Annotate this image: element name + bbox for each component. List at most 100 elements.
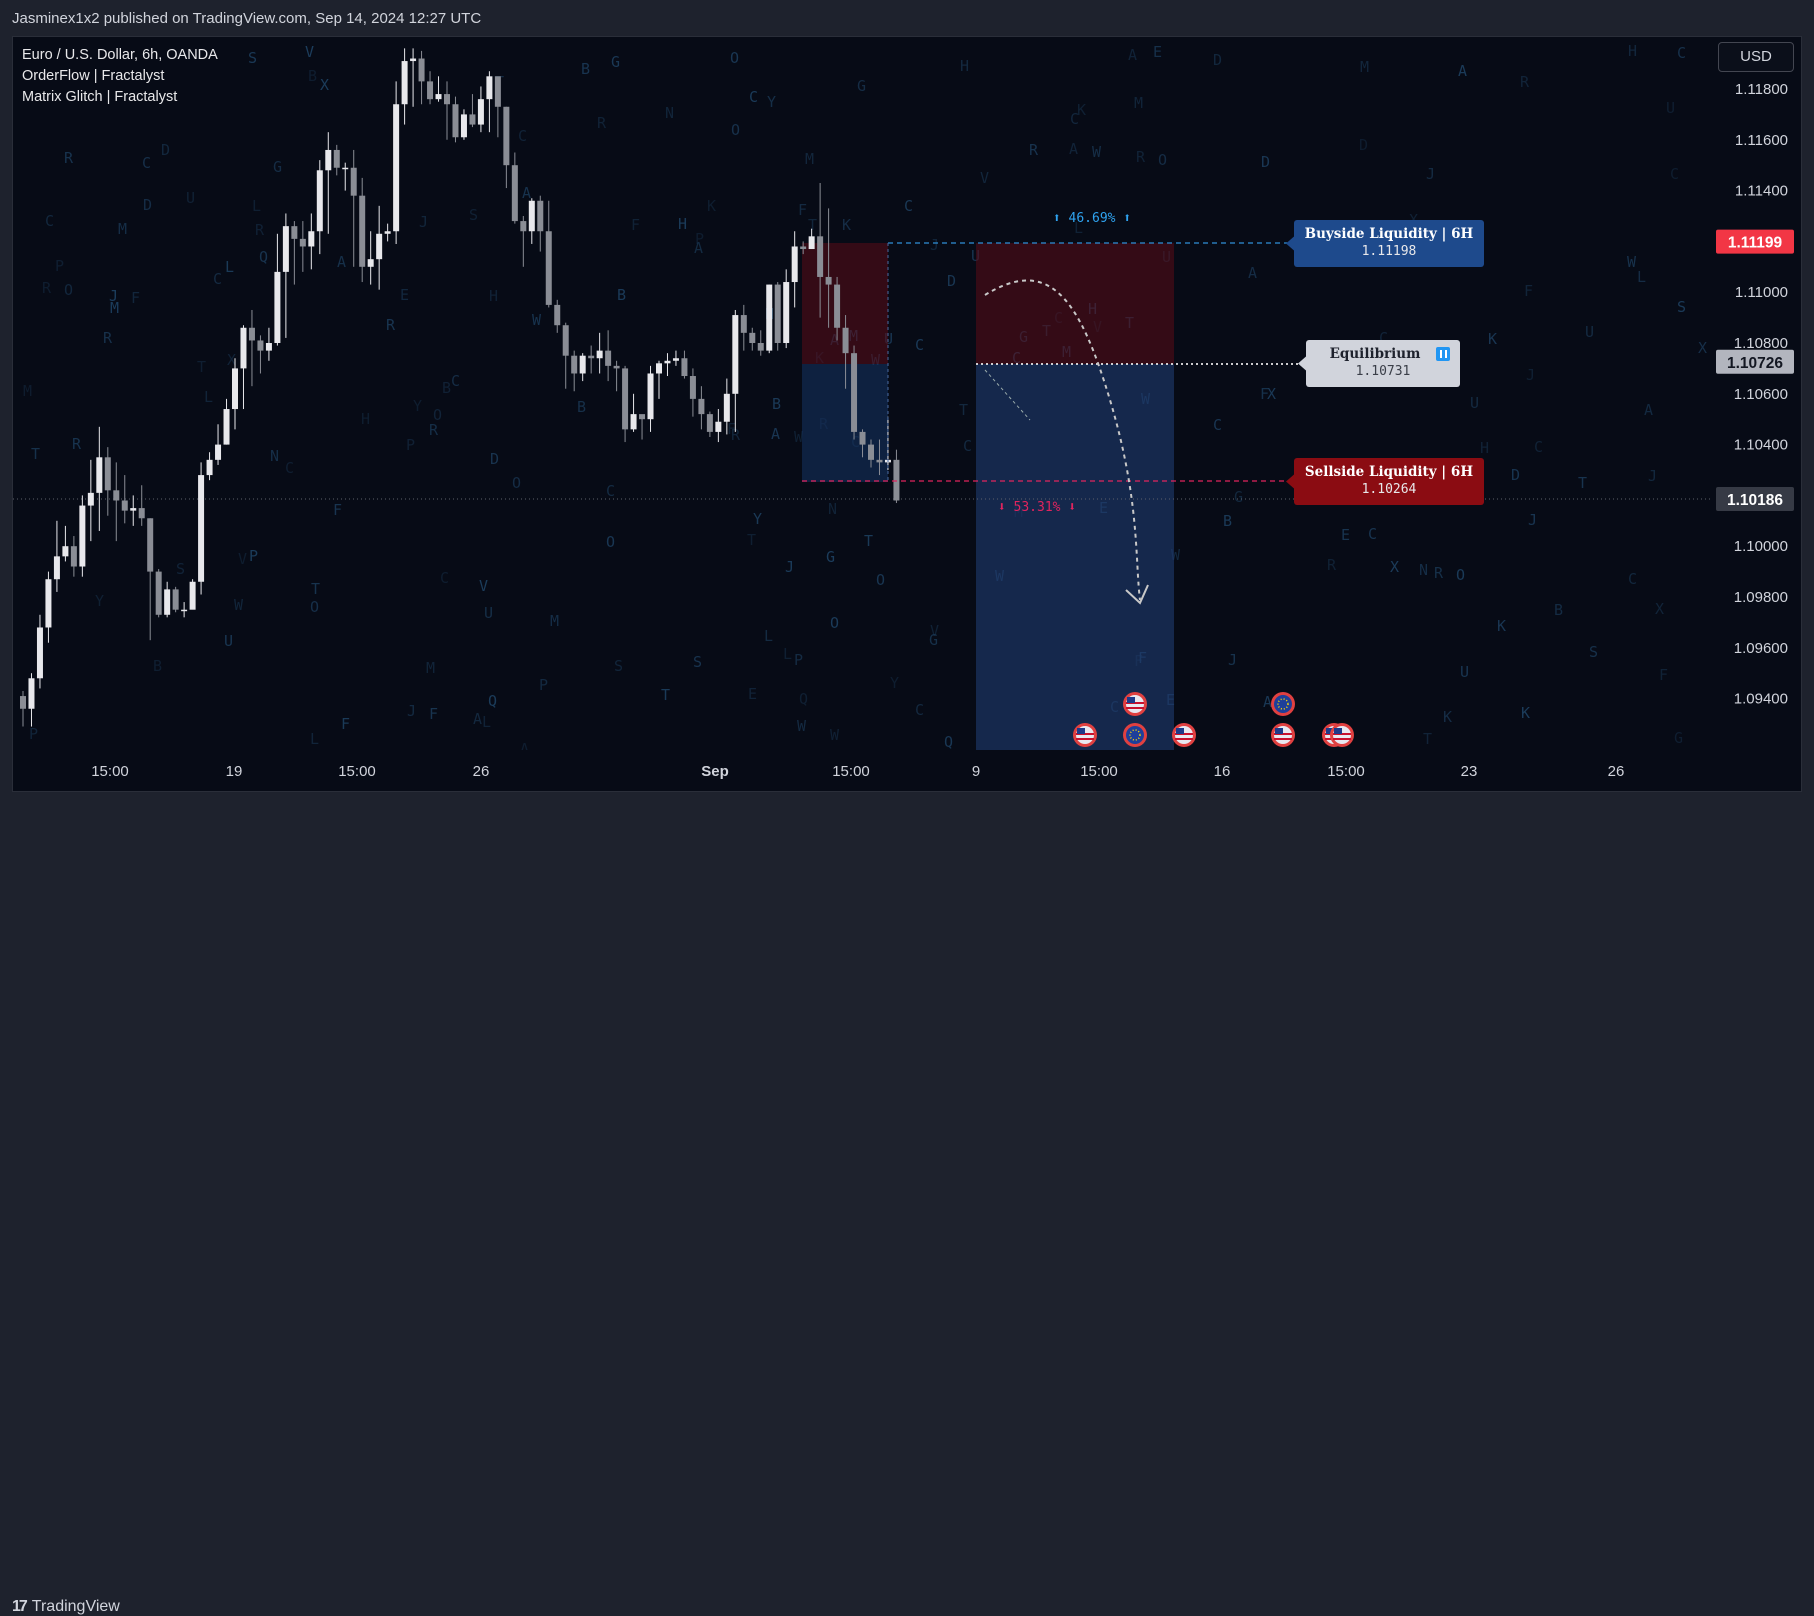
candle-body[interactable] [367,259,374,267]
candle-body[interactable] [172,589,179,610]
buyside-callout[interactable]: Buyside Liquidity | 6H 1.11198 [1286,220,1484,267]
candle-body[interactable] [520,221,527,232]
candle-body[interactable] [333,149,340,168]
candle-body[interactable] [681,358,688,377]
candle-body[interactable] [393,104,400,232]
currency-button[interactable]: USD [1718,42,1794,72]
candle-body[interactable] [477,99,484,125]
sellside-callout[interactable]: Sellside Liquidity | 6H 1.10264 [1286,458,1484,505]
price-axis[interactable]: 1.118001.116001.114001.112001.110001.108… [1734,81,1788,708]
candle-body[interactable] [265,343,272,351]
candle-body[interactable] [613,365,620,369]
indicator-matrix-glitch[interactable]: Matrix Glitch | Fractalyst [22,89,178,105]
candle-body[interactable] [528,200,535,232]
candle-body[interactable] [418,58,425,82]
candle-body[interactable] [435,94,442,100]
candle-body[interactable] [384,231,391,234]
candle-body[interactable] [452,104,459,138]
candle-body[interactable] [45,579,52,628]
candle-body[interactable] [36,627,43,679]
candle-body[interactable] [104,457,111,491]
candle-body[interactable] [868,444,874,460]
candle-body[interactable] [113,490,120,501]
price-badge[interactable]: 1.11199 [1716,229,1794,254]
candle-body[interactable] [494,76,501,107]
us-flag-icon[interactable] [1123,692,1147,716]
candle-body[interactable] [630,414,637,430]
candle-body[interactable] [596,350,603,359]
candle-body[interactable] [706,414,713,432]
candle-body[interactable] [376,233,383,260]
candle-body[interactable] [147,518,154,572]
candle-body[interactable] [774,284,781,343]
candle-body[interactable] [401,61,408,105]
us-flag-icon[interactable] [1172,723,1196,747]
candle-body[interactable] [189,581,196,610]
candle-body[interactable] [28,678,35,709]
candle-body[interactable] [893,459,900,501]
candle-body[interactable] [766,284,773,351]
candle-body[interactable] [79,505,86,567]
candle-body[interactable] [689,376,696,399]
candle-body[interactable] [647,373,654,420]
candle-body[interactable] [537,200,544,232]
candle-body[interactable] [800,246,807,250]
candle-body[interactable] [121,500,128,511]
candle-body[interactable] [588,355,595,359]
candle-body[interactable] [571,355,578,374]
eu-flag-icon[interactable] [1123,723,1147,747]
candle-body[interactable] [206,459,213,476]
eu-flag-icon[interactable] [1271,692,1295,716]
candle-body[interactable] [316,170,323,232]
candle-body[interactable] [257,340,264,351]
candle-body[interactable] [240,327,247,369]
candle-body[interactable] [605,350,612,366]
candle-body[interactable] [808,236,815,250]
symbol-title[interactable]: Euro / U.S. Dollar, 6h, OANDA [22,47,218,63]
candle-body[interactable] [664,360,671,364]
candle-body[interactable] [732,315,739,394]
candle-body[interactable] [749,332,756,343]
candle-body[interactable] [308,231,315,247]
candle-body[interactable] [859,431,866,445]
candle-body[interactable] [842,327,849,354]
candle-body[interactable] [350,167,357,196]
candle-body[interactable] [511,165,518,222]
candle-body[interactable] [215,444,222,460]
candle-body[interactable] [723,393,730,422]
candle-body[interactable] [817,236,824,277]
candle-body[interactable] [96,457,103,493]
candle-body[interactable] [62,546,69,557]
candle-body[interactable] [503,106,510,166]
candle-body[interactable] [248,327,255,341]
candle-body[interactable] [232,368,238,410]
price-badge[interactable]: 1.10726 [1716,349,1794,374]
candle-body[interactable] [851,353,858,432]
candle-body[interactable] [825,276,832,285]
candle-body[interactable] [562,325,569,356]
candle-body[interactable] [20,696,26,709]
candle-body[interactable] [672,358,679,361]
candle-body[interactable] [223,409,230,445]
candle-body[interactable] [545,231,552,305]
candle-body[interactable] [274,271,281,343]
candle-body[interactable] [181,609,188,612]
candle-body[interactable] [791,246,798,283]
candle-body[interactable] [622,368,629,430]
candle-body[interactable] [53,556,60,580]
candle-body[interactable] [486,76,493,100]
us-flag-icon[interactable] [1330,723,1354,747]
candle-body[interactable] [282,226,289,272]
candle-body[interactable] [757,343,764,351]
candle-body[interactable] [834,284,841,328]
equilibrium-callout[interactable]: Equilibrium 1.10731 [1298,340,1460,387]
tradingview-logo[interactable]: 17 TradingView [12,1598,120,1616]
candle-body[interactable] [70,546,77,567]
candle-body[interactable] [460,114,467,138]
time-axis[interactable]: 15:00 19 15:00 26 Sep 15:00 9 15:00 16 15:00 23 26 [91,763,1624,780]
indicator-orderflow[interactable]: OrderFlow | Fractalyst [22,68,165,84]
candle-body[interactable] [198,475,205,582]
candle-body[interactable] [130,508,137,511]
candle-body[interactable] [427,81,434,100]
candle-body[interactable] [469,114,476,125]
